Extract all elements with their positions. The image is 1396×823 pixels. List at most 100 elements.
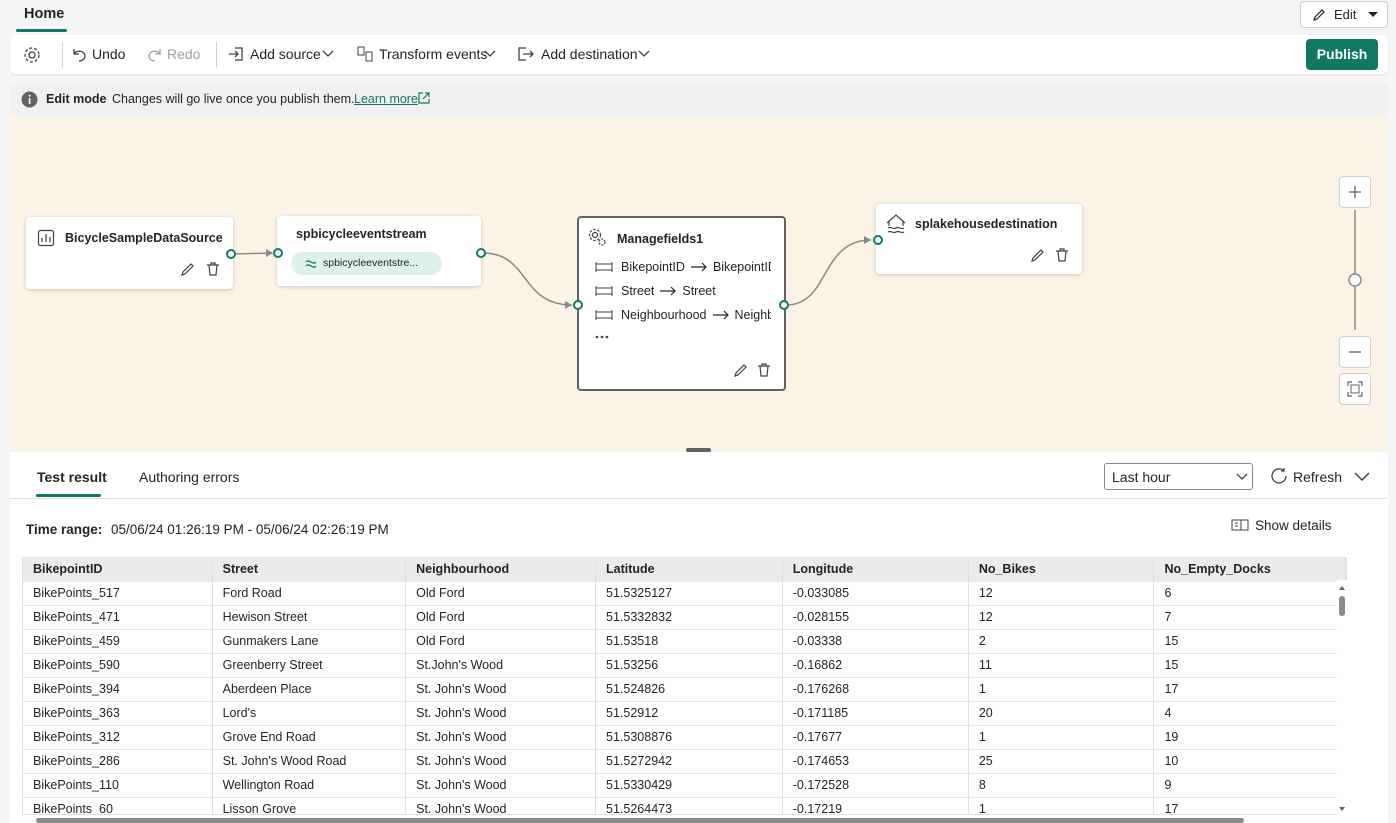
field-from: Neighbourhood (621, 308, 707, 322)
table-cell: 11 (968, 653, 1155, 678)
column-header: No_Empty_Docks (1153, 558, 1346, 582)
transform-events-button[interactable]: Transform events (379, 46, 488, 62)
table-cell: 19 (1153, 725, 1346, 750)
redo-button[interactable]: Redo (167, 46, 201, 62)
node-label: spbicycleeventstream (296, 227, 427, 241)
column-header: BikepointID (23, 558, 213, 582)
table-cell: -0.03338 (782, 629, 969, 654)
table-cell: Hewison Street (212, 605, 407, 630)
publish-button[interactable]: Publish (1306, 39, 1378, 70)
minus-icon (1349, 351, 1361, 353)
zoom-out[interactable] (1339, 336, 1371, 368)
h-scrollbar[interactable] (36, 818, 1244, 823)
table-cell: Wellington Road (212, 773, 407, 798)
add-source-button[interactable]: Add source (250, 46, 321, 62)
transform-icon (357, 46, 373, 62)
table-cell: Old Ford (405, 605, 597, 630)
range-select[interactable]: Last hour (1104, 463, 1253, 490)
port[interactable] (226, 249, 236, 259)
destination-node[interactable]: splakehousedestination (876, 204, 1082, 274)
home-tab[interactable]: Home (24, 6, 65, 22)
port[interactable] (779, 300, 789, 310)
learn-more-link[interactable]: Learn more (354, 92, 418, 106)
scroll-down[interactable] (1338, 806, 1346, 812)
source-icon (37, 229, 55, 247)
table-cell: St. John's Wood (405, 773, 597, 798)
settings-icon[interactable] (22, 45, 42, 65)
table-cell: Greenberry Street (212, 653, 407, 678)
scroll-thumb[interactable] (1339, 596, 1345, 616)
manage-fields-node[interactable]: Managefields1 BikepointID BikepointID Stre… (577, 216, 786, 391)
table-row: BikePoints_312 Grove End Road St. John's W… (23, 725, 1346, 750)
column-header: No_Bikes (968, 558, 1155, 582)
table-cell: 51.5272942 (595, 749, 783, 774)
table-cell: -0.176268 (782, 677, 969, 702)
table-row: BikePoints_110 Wellington Road St. John's … (23, 773, 1346, 798)
table-cell: 9 (1153, 773, 1346, 798)
table-cell: Lisson Grove (212, 797, 407, 814)
add-destination-button[interactable]: Add destination (541, 46, 638, 62)
delete-icon[interactable] (1054, 247, 1070, 263)
eventstream-node[interactable]: spbicycleeventstream spbicycleeventstre.… (277, 216, 481, 286)
edit-icon[interactable] (733, 362, 749, 378)
details-icon (1231, 519, 1249, 531)
results-tab[interactable]: Test result (37, 469, 107, 485)
arrow-icon (712, 310, 729, 320)
connector (232, 252, 273, 255)
separator (62, 42, 63, 68)
table-cell: St. John's Wood (405, 749, 597, 774)
zoom-in[interactable] (1339, 176, 1371, 208)
table-cell: -0.174653 (782, 749, 969, 774)
table-cell: St. John's Wood Road (212, 749, 407, 774)
edit-button[interactable]: Edit (1300, 1, 1388, 28)
table-cell: 51.52912 (595, 701, 783, 726)
edit-mode-banner: Edit mode Changes will go live once you … (10, 84, 1388, 115)
source-node[interactable]: BicycleSampleDataSource (26, 217, 233, 289)
field-icon-tick (595, 310, 613, 320)
delete-icon[interactable] (205, 261, 221, 277)
port[interactable] (573, 300, 583, 310)
scroll-up[interactable] (1338, 585, 1346, 591)
arrow-path (712, 310, 729, 320)
table-cell: 17 (1153, 677, 1346, 702)
collapse-chevron[interactable] (1354, 470, 1370, 482)
edit-icon[interactable] (1030, 247, 1046, 263)
zoom-slider[interactable] (1345, 210, 1365, 332)
field-icon (595, 262, 613, 272)
arrowhead (864, 236, 871, 244)
port[interactable] (273, 248, 283, 258)
chevron (322, 50, 334, 57)
undo-button[interactable]: Undo (92, 46, 126, 62)
table-cell: BikePoints_517 (23, 581, 213, 606)
column-header: Longitude (782, 558, 969, 582)
table-cell: BikePoints_110 (23, 773, 213, 798)
delete-icon[interactable] (756, 362, 772, 378)
table-cell: -0.17219 (782, 797, 969, 814)
show-details-button[interactable]: Show details (1255, 518, 1332, 533)
port[interactable] (873, 235, 883, 245)
table-cell: BikePoints_394 (23, 677, 213, 702)
table-cell: 51.53518 (595, 629, 783, 654)
table-cell: 25 (968, 749, 1155, 774)
resize-handle[interactable] (686, 448, 711, 452)
chevron (484, 50, 496, 57)
table-cell: 51.5264473 (595, 797, 783, 814)
results-tab[interactable]: Authoring errors (139, 469, 240, 485)
field-from: Street (621, 284, 655, 298)
separator (216, 42, 217, 68)
v-scrollbar[interactable] (1337, 580, 1347, 815)
port[interactable] (476, 248, 486, 258)
table-viewport: BikepointID Street Neighbourhood Latitude Lo… (22, 557, 1347, 815)
more-icon[interactable] (595, 334, 609, 340)
field-to: BikepointID (712, 260, 771, 274)
node-label: splakehousedestination (915, 217, 1058, 231)
table-row: BikePoints_471 Hewison Street Old Ford 51.5… (23, 605, 1346, 630)
banner-title: Edit mode (46, 92, 107, 106)
table-cell: 1 (968, 677, 1155, 702)
fit-view[interactable] (1339, 373, 1371, 405)
refresh-button[interactable]: Refresh (1293, 469, 1343, 485)
edit-icon[interactable] (180, 261, 196, 277)
table-cell: 51.5308876 (595, 725, 783, 750)
results-table: BikepointID Street Neighbourhood Latitude Lo… (23, 558, 1346, 814)
